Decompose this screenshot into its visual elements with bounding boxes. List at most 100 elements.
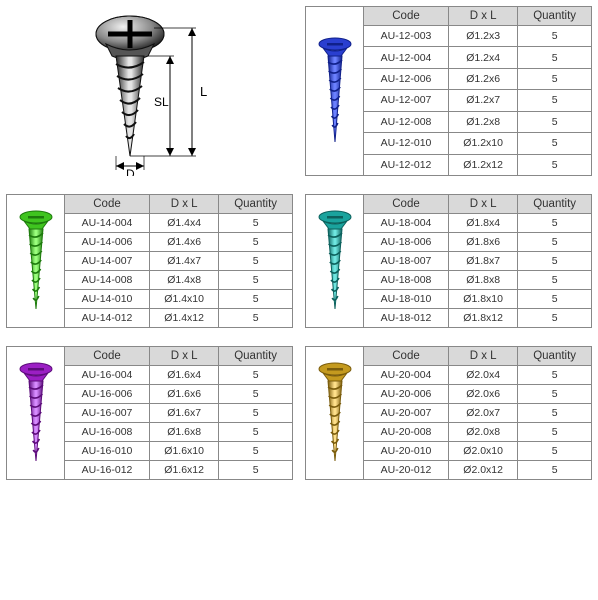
cell-dxl: Ø1.8x8 xyxy=(449,271,518,290)
cell-qty: 5 xyxy=(219,442,293,461)
col-dxl: D x L xyxy=(150,347,219,366)
table-row: AU-14-008Ø1.4x85 xyxy=(65,271,293,290)
cell-code: AU-20-007 xyxy=(364,404,449,423)
cell-code: AU-16-010 xyxy=(65,442,150,461)
table-row: AU-16-006Ø1.6x65 xyxy=(65,385,293,404)
cell-qty: 5 xyxy=(518,461,592,480)
screw-dimension-diagram: L SL D xyxy=(60,6,240,176)
col-qty: Quantity xyxy=(219,195,293,214)
screw-icon xyxy=(315,209,355,313)
table-row: AU-16-012Ø1.6x125 xyxy=(65,461,293,480)
col-code: Code xyxy=(364,7,449,26)
cell-dxl: Ø1.4x4 xyxy=(150,214,219,233)
label-D: D xyxy=(126,167,135,176)
cell-qty: 5 xyxy=(219,290,293,309)
cell-qty: 5 xyxy=(518,68,592,89)
cell-qty: 5 xyxy=(219,461,293,480)
cell-code: AU-20-004 xyxy=(364,366,449,385)
table-row: AU-18-008Ø1.8x85 xyxy=(364,271,592,290)
col-dxl: D x L xyxy=(449,7,518,26)
cell-qty: 5 xyxy=(219,366,293,385)
cell-code: AU-14-004 xyxy=(65,214,150,233)
spec-table-18: Code D x L Quantity AU-18-004Ø1.8x45 AU-1… xyxy=(363,194,592,328)
cell-qty: 5 xyxy=(219,214,293,233)
cell-dxl: Ø1.6x7 xyxy=(150,404,219,423)
cell-qty: 5 xyxy=(219,404,293,423)
label-L: L xyxy=(200,84,207,99)
cell-dxl: Ø2.0x6 xyxy=(449,385,518,404)
cell-code: AU-16-008 xyxy=(65,423,150,442)
table-row: AU-18-004Ø1.8x45 xyxy=(364,214,592,233)
table-row: AU-20-010Ø2.0x105 xyxy=(364,442,592,461)
cell-qty: 5 xyxy=(518,133,592,154)
cell-dxl: Ø2.0x12 xyxy=(449,461,518,480)
cell-code: AU-12-008 xyxy=(364,111,449,132)
cell-dxl: Ø2.0x10 xyxy=(449,442,518,461)
table-row: AU-14-010Ø1.4x105 xyxy=(65,290,293,309)
cell-code: AU-14-010 xyxy=(65,290,150,309)
table-row: AU-12-008Ø1.2x85 xyxy=(364,111,592,132)
cell-dxl: Ø1.4x7 xyxy=(150,252,219,271)
cell-dxl: Ø1.4x8 xyxy=(150,271,219,290)
cell-dxl: Ø1.6x6 xyxy=(150,385,219,404)
table-row: AU-12-003Ø1.2x35 xyxy=(364,26,592,47)
table-row: AU-16-008Ø1.6x85 xyxy=(65,423,293,442)
table-row: AU-18-007Ø1.8x75 xyxy=(364,252,592,271)
cell-dxl: Ø2.0x7 xyxy=(449,404,518,423)
table-row: AU-12-010Ø1.2x105 xyxy=(364,133,592,154)
cell-code: AU-14-008 xyxy=(65,271,150,290)
table-row: AU-18-012Ø1.8x125 xyxy=(364,309,592,328)
table-row: AU-20-012Ø2.0x125 xyxy=(364,461,592,480)
cell-dxl: Ø1.2x4 xyxy=(449,47,518,68)
screw-icon-12 xyxy=(305,6,363,176)
cell-code: AU-16-004 xyxy=(65,366,150,385)
cell-dxl: Ø1.2x12 xyxy=(449,154,518,175)
cell-code: AU-16-012 xyxy=(65,461,150,480)
cell-dxl: Ø1.8x7 xyxy=(449,252,518,271)
cell-qty: 5 xyxy=(219,423,293,442)
spec-block-14: Code D x L Quantity AU-14-004Ø1.4x45AU-1… xyxy=(6,194,293,328)
cell-code: AU-20-012 xyxy=(364,461,449,480)
cell-qty: 5 xyxy=(518,442,592,461)
label-SL: SL xyxy=(154,95,169,109)
cell-code: AU-16-006 xyxy=(65,385,150,404)
spec-block-16: Code D x L Quantity AU-16-004Ø1.6x45AU-1… xyxy=(6,346,293,480)
screw-icon-16 xyxy=(6,346,64,480)
cell-dxl: Ø1.8x4 xyxy=(449,214,518,233)
cell-code: AU-12-010 xyxy=(364,133,449,154)
screw-icon xyxy=(315,36,355,146)
cell-code: AU-14-007 xyxy=(65,252,150,271)
cell-code: AU-12-006 xyxy=(364,68,449,89)
cell-qty: 5 xyxy=(219,252,293,271)
table-row: AU-18-010Ø1.8x105 xyxy=(364,290,592,309)
col-dxl: D x L xyxy=(449,195,518,214)
cell-dxl: Ø1.4x10 xyxy=(150,290,219,309)
cell-dxl: Ø1.8x12 xyxy=(449,309,518,328)
screw-icon xyxy=(16,361,56,465)
col-qty: Quantity xyxy=(518,195,592,214)
cell-code: AU-18-007 xyxy=(364,252,449,271)
spec-table-16: Code D x L Quantity AU-16-004Ø1.6x45AU-1… xyxy=(64,346,293,480)
cell-code: AU-20-010 xyxy=(364,442,449,461)
cell-dxl: Ø1.8x10 xyxy=(449,290,518,309)
cell-qty: 5 xyxy=(219,271,293,290)
table-row: AU-12-007Ø1.2x75 xyxy=(364,90,592,111)
cell-qty: 5 xyxy=(219,233,293,252)
cell-code: AU-14-012 xyxy=(65,309,150,328)
cell-qty: 5 xyxy=(518,233,592,252)
col-code: Code xyxy=(65,347,150,366)
spec-block-12: Code D x L Quantity AU-12-003Ø1.2x35AU-1… xyxy=(305,6,592,176)
cell-dxl: Ø1.8x6 xyxy=(449,233,518,252)
cell-dxl: Ø1.2x10 xyxy=(449,133,518,154)
cell-dxl: Ø1.2x6 xyxy=(449,68,518,89)
col-code: Code xyxy=(364,195,449,214)
col-code: Code xyxy=(364,347,449,366)
cell-code: AU-18-012 xyxy=(364,309,449,328)
table-row: AU-14-004Ø1.4x45 xyxy=(65,214,293,233)
cell-dxl: Ø1.2x3 xyxy=(449,26,518,47)
cell-qty: 5 xyxy=(518,154,592,175)
cell-qty: 5 xyxy=(518,271,592,290)
cell-dxl: Ø1.6x4 xyxy=(150,366,219,385)
table-row: AU-20-006Ø2.0x65 xyxy=(364,385,592,404)
screw-icon xyxy=(16,209,56,313)
